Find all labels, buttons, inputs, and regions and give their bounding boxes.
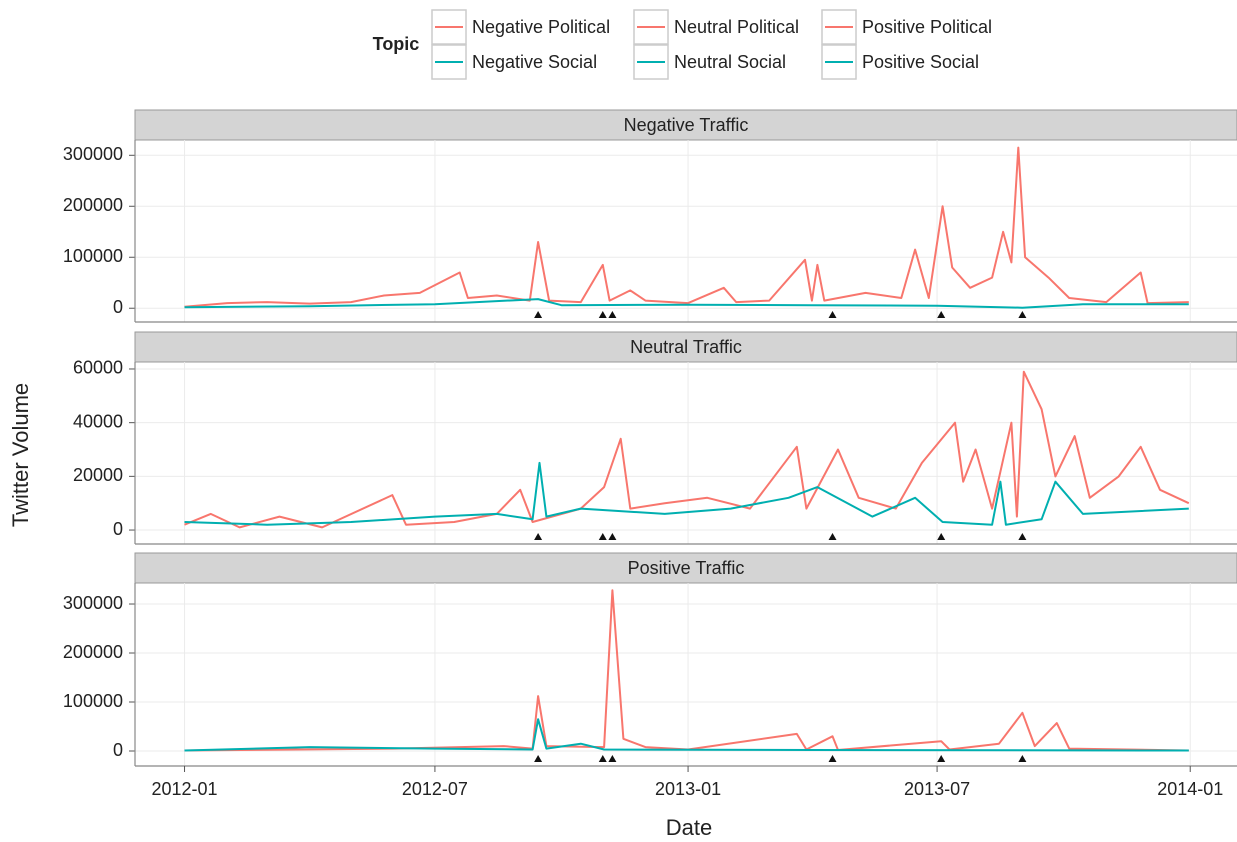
y-tick-label: 20000	[73, 465, 123, 485]
series-line	[184, 146, 1189, 308]
y-tick-label: 60000	[73, 358, 123, 378]
x-tick-label: 2012-07	[402, 779, 468, 799]
legend-label: Positive Social	[862, 52, 979, 72]
series-line	[184, 298, 1189, 309]
event-marker	[828, 533, 837, 540]
legend-label: Negative Social	[472, 52, 597, 72]
event-marker	[608, 755, 617, 762]
legend-title: Topic	[373, 34, 420, 54]
strip	[134, 552, 1237, 584]
series-line	[184, 589, 1189, 752]
strip-title: Negative Traffic	[624, 115, 749, 135]
y-tick-label: 300000	[63, 593, 123, 613]
y-tick-label: 40000	[73, 411, 123, 431]
event-marker	[608, 311, 617, 318]
event-marker	[608, 533, 617, 540]
y-tick-label: 300000	[63, 144, 123, 164]
event-marker	[1018, 311, 1027, 318]
x-tick-label: 2014-01	[1157, 779, 1223, 799]
event-marker	[598, 755, 607, 762]
series-line	[184, 370, 1190, 529]
event-marker	[534, 311, 543, 318]
legend-label: Neutral Social	[674, 52, 786, 72]
event-marker	[828, 755, 837, 762]
event-marker	[534, 755, 543, 762]
event-marker	[828, 311, 837, 318]
event-marker	[937, 755, 946, 762]
y-tick-label: 0	[113, 519, 123, 539]
event-marker	[937, 533, 946, 540]
event-marker	[598, 311, 607, 318]
x-axis-title: Date	[666, 815, 712, 840]
event-marker	[937, 311, 946, 318]
y-tick-label: 0	[113, 297, 123, 317]
strip	[134, 331, 1237, 363]
legend-label: Positive Political	[862, 17, 992, 37]
legend-label: Neutral Political	[674, 17, 799, 37]
series-line	[184, 718, 1189, 752]
y-tick-label: 100000	[63, 246, 123, 266]
x-tick-label: 2012-01	[151, 779, 217, 799]
x-tick-label: 2013-07	[904, 779, 970, 799]
x-tick-label: 2013-01	[655, 779, 721, 799]
y-tick-label: 200000	[63, 642, 123, 662]
y-axis-title: Twitter Volume	[8, 383, 33, 527]
y-tick-label: 200000	[63, 195, 123, 215]
event-marker	[1018, 533, 1027, 540]
y-tick-label: 0	[113, 740, 123, 760]
strip	[134, 109, 1237, 141]
series-line	[184, 461, 1189, 526]
event-marker	[598, 533, 607, 540]
strip-title: Positive Traffic	[628, 558, 745, 578]
y-tick-label: 100000	[63, 691, 123, 711]
strip-title: Neutral Traffic	[630, 337, 742, 357]
legend-label: Negative Political	[472, 17, 610, 37]
event-marker	[534, 533, 543, 540]
event-marker	[1018, 755, 1027, 762]
